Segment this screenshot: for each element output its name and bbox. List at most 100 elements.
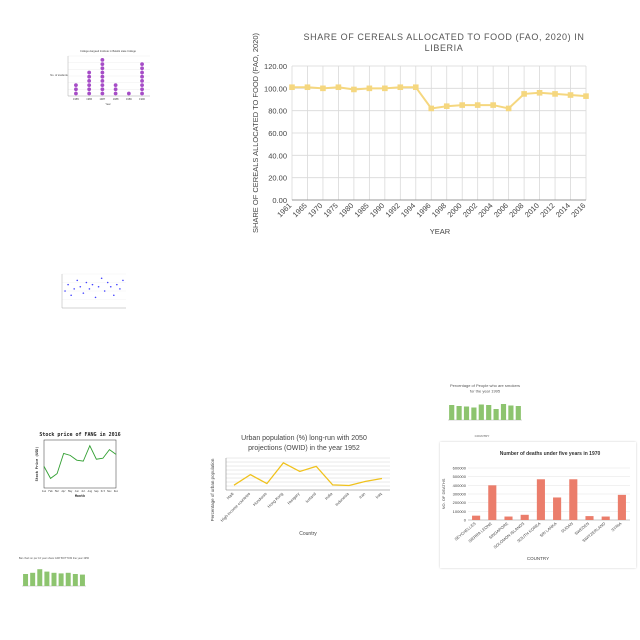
chart-title: Bar chart on per 10 year share GDP BOTTO…: [19, 556, 90, 560]
x-tick-label: Apr: [61, 490, 66, 493]
data-point: [521, 91, 527, 97]
bar: [23, 574, 29, 586]
x-tick-label: 1992: [384, 201, 402, 219]
data-point: [583, 93, 589, 99]
x-tick-label: Hungary: [286, 491, 300, 505]
bottom-left-chart: Bar chart on per 10 year share GDP BOTTO…: [19, 556, 90, 587]
data-point: [87, 70, 92, 75]
data-point: [100, 70, 105, 75]
smokers-chart: Percentage of People who are smokersfor …: [448, 383, 522, 438]
x-tick-label: 2016: [569, 201, 587, 219]
x-tick-label: 1996: [415, 201, 433, 219]
x-tick-label: 1970: [306, 201, 324, 219]
bar: [58, 573, 64, 586]
bar: [536, 479, 545, 520]
data-point: [100, 83, 105, 87]
chart-title: for the year 1995: [470, 389, 501, 394]
data-point: [85, 281, 88, 284]
data-point: [140, 91, 144, 96]
y-tick-label: 80.00: [268, 107, 287, 116]
y-tick-label: 20.00: [268, 174, 287, 183]
bottom-left-chart-panel: Bar chart on per 10 year share GDP BOTTO…: [16, 554, 90, 602]
data-point: [140, 70, 144, 75]
x-tick-label: Feb: [48, 490, 53, 493]
data-point: [67, 283, 69, 286]
bar: [585, 516, 594, 520]
x-tick-label: Nov: [107, 490, 112, 493]
bar: [553, 497, 562, 520]
x-tick-label: Jan: [42, 490, 47, 493]
x-tick-label: 1994: [399, 201, 417, 219]
x-tick-label: Jun: [75, 490, 80, 493]
x-tick-label: Indonesia: [334, 491, 350, 507]
y-tick-label: 500000: [453, 474, 467, 479]
y-tick-label: 60.00: [268, 129, 287, 138]
data-point: [366, 85, 373, 92]
data-point: [140, 83, 144, 87]
data-point: [100, 62, 105, 66]
data-point: [382, 85, 388, 92]
x-tick-label: Hong Kong: [266, 491, 284, 509]
x-tick-label: 2002: [461, 201, 479, 219]
data-point: [113, 91, 118, 96]
data-point: [94, 296, 97, 299]
y-axis-title: NO. OF DEATHS: [441, 478, 446, 509]
x-axis-title: Month: [75, 494, 85, 498]
x-tick-label: Iran: [358, 491, 366, 499]
data-point: [100, 87, 105, 92]
bar: [508, 405, 514, 420]
bar: [471, 407, 477, 420]
bar: [488, 485, 497, 520]
data-point: [106, 281, 109, 284]
bar: [44, 571, 50, 586]
bar: [463, 406, 470, 420]
data-point: [103, 290, 106, 292]
x-tick-label: 1986: [86, 97, 92, 101]
x-tick-label: 2006: [492, 201, 510, 219]
x-tick-label: Haiti: [226, 491, 235, 500]
data-point: [64, 290, 66, 292]
x-axis-title: COUNTRY: [475, 434, 490, 438]
data-point: [474, 102, 481, 108]
data-point: [126, 91, 131, 96]
data-point: [76, 279, 79, 282]
x-axis-title: YEAR: [430, 227, 451, 236]
x-tick-label: Mar: [55, 490, 60, 493]
x-tick-label: 1980: [337, 201, 355, 219]
data-point: [100, 66, 105, 71]
bar: [72, 574, 78, 586]
data-point: [87, 79, 92, 83]
x-tick-label: May: [68, 490, 73, 493]
data-point: [100, 58, 105, 62]
bar: [493, 409, 499, 420]
x-axis-title: Year: [105, 102, 110, 106]
x-tick-label: SUDAN: [560, 521, 574, 534]
x-tick-label: Oct: [101, 490, 106, 493]
chart-title: Percentage of People who are smokers: [450, 383, 520, 388]
series-line: [233, 461, 383, 487]
smokers-chart-panel: Percentage of People who are smokers for …: [442, 382, 526, 440]
plot-frame: [43, 439, 117, 489]
chart-title: Stock price of FANG in 2016: [39, 432, 120, 438]
chart-title: LIBERIA: [425, 43, 464, 53]
x-tick-label: 2008: [507, 201, 525, 219]
data-point: [412, 84, 419, 91]
x-tick-label: 2012: [538, 201, 556, 219]
bar: [79, 574, 85, 586]
x-axis-title: COUNTRY: [527, 556, 549, 561]
data-point: [100, 277, 103, 280]
data-point: [97, 285, 100, 288]
data-point: [116, 283, 118, 286]
x-tick-label: 2014: [554, 201, 572, 219]
data-point: [505, 105, 512, 112]
bar: [520, 514, 529, 520]
chart-title: College Aargaud Institute in Belelik sta…: [80, 49, 137, 53]
x-tick-label: Honduras: [252, 491, 268, 507]
data-point: [87, 74, 92, 79]
urban-chart-panel: Urban population (%) long-run with 2050 p…: [208, 432, 394, 542]
x-tick-label: 1998: [430, 201, 448, 219]
bar: [472, 515, 481, 520]
data-point: [73, 288, 75, 290]
bar: [65, 572, 71, 586]
data-point: [140, 62, 144, 66]
